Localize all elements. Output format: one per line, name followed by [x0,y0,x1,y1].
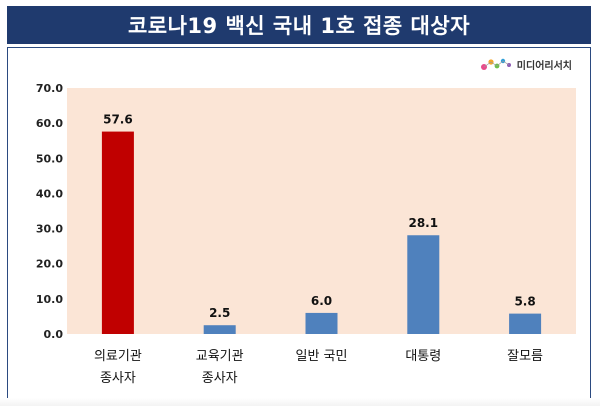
media-research-logo: 미디어리서치 [480,56,572,72]
logo-text: 미디어리서치 [516,60,572,72]
x-tick-label: 종사자 [100,371,136,386]
y-tick-label: 60.0 [36,117,63,130]
data-label: 5.8 [514,295,535,309]
bottom-edge [0,398,600,406]
colorful-dots-logo-icon [480,58,511,70]
x-tick-label: 종사자 [202,371,238,386]
bar [203,325,236,334]
x-tick-label: 교육기관 [196,349,244,364]
chart-title-banner: 코로나19 백신 국내 1호 접종 대상자 [7,6,591,44]
data-label: 57.6 [103,113,133,127]
x-tick-label: 일반 국민 [296,349,348,364]
y-tick-label: 30.0 [36,223,63,236]
y-tick-label: 10.0 [36,293,63,306]
data-label: 2.5 [209,306,230,320]
data-label: 28.1 [408,216,438,230]
data-label: 6.0 [311,294,332,308]
bar [407,235,440,334]
bar [101,131,134,334]
x-tick-label: 대통령 [405,349,441,364]
chart-title: 코로나19 백신 국내 1호 접종 대상자 [127,14,471,38]
plot-area [67,88,576,334]
x-tick-label: 의료기관 [94,349,142,364]
bar [509,313,542,334]
y-tick-label: 0.0 [44,328,64,341]
y-tick-label: 70.0 [36,82,63,95]
bar [305,312,338,334]
y-tick-label: 50.0 [36,152,63,165]
y-tick-label: 20.0 [36,258,63,271]
x-tick-label: 잘모름 [507,349,543,364]
y-tick-label: 40.0 [36,187,63,200]
